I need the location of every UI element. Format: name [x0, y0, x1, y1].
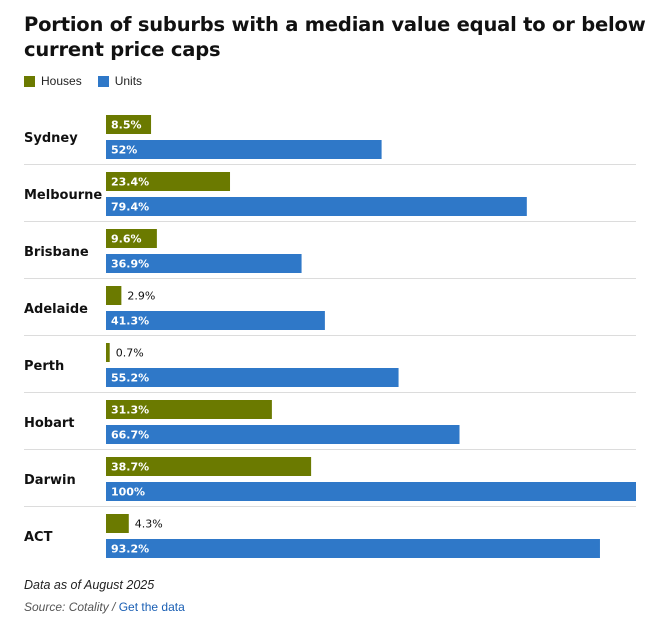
category-label-darwin: Darwin	[24, 473, 76, 488]
get-the-data-link[interactable]: Get the data	[118, 600, 185, 614]
data-label-houses-hobart: 31.3%	[111, 404, 149, 417]
bar-units-melbourne	[106, 197, 527, 216]
category-group-sydney: Sydney 8.5% 52%	[24, 115, 382, 159]
bar-houses-sydney	[106, 115, 152, 134]
data-label-houses-adelaide: 2.9%	[127, 290, 155, 303]
data-label-units-brisbane: 36.9%	[111, 258, 149, 271]
bar-houses-melbourne	[106, 172, 231, 191]
bar-houses-adelaide	[106, 286, 122, 305]
legend-swatch-houses	[24, 75, 35, 87]
legend-label-houses: Houses	[41, 74, 82, 88]
bar-units-adelaide	[106, 311, 325, 330]
category-label-adelaide: Adelaide	[24, 302, 88, 317]
data-label-houses-act: 4.3%	[135, 518, 163, 531]
data-label-units-act: 93.2%	[111, 543, 149, 556]
category-group-darwin: Darwin 38.7% 100%	[24, 449, 636, 501]
bar-chart: Sydney 8.5% 52% Melbourne 23.4% 79.4% Brisbane…	[24, 115, 636, 558]
category-group-act: ACT 4.3% 93.2%	[24, 506, 636, 558]
bar-houses-darwin	[106, 457, 312, 476]
category-group-melbourne: Melbourne 23.4% 79.4%	[24, 164, 636, 216]
category-label-hobart: Hobart	[24, 416, 75, 431]
bar-units-perth	[106, 368, 399, 387]
bar-units-hobart	[106, 425, 460, 444]
bar-houses-perth	[106, 343, 110, 362]
category-group-perth: Perth 0.7% 55.2%	[24, 335, 636, 387]
data-label-units-sydney: 52%	[111, 144, 137, 157]
data-label-houses-darwin: 38.7%	[111, 461, 149, 474]
chart-title: Portion of suburbs with a median value e…	[24, 13, 646, 61]
legend-item-units: Units	[97, 74, 143, 88]
category-group-hobart: Hobart 31.3% 66.7%	[24, 392, 636, 444]
bar-units-sydney	[106, 140, 382, 159]
data-label-houses-brisbane: 9.6%	[111, 233, 142, 246]
category-label-sydney: Sydney	[24, 131, 78, 146]
category-group-brisbane: Brisbane 9.6% 36.9%	[24, 221, 636, 273]
bar-houses-brisbane	[106, 229, 157, 248]
data-label-units-darwin: 100%	[111, 486, 145, 499]
footnote: Data as of August 2025	[24, 578, 155, 592]
bar-units-brisbane	[106, 254, 302, 273]
category-group-adelaide: Adelaide 2.9% 41.3%	[24, 278, 636, 330]
data-label-units-hobart: 66.7%	[111, 429, 149, 442]
category-label-melbourne: Melbourne	[24, 188, 102, 203]
data-label-units-adelaide: 41.3%	[111, 315, 149, 328]
legend-item-houses: Houses	[24, 74, 82, 88]
legend: Houses Units	[24, 74, 158, 88]
source-line: Source: Cotality / Get the data	[24, 600, 185, 614]
legend-swatch-units	[97, 75, 109, 87]
data-label-units-melbourne: 79.4%	[111, 201, 149, 214]
data-label-units-perth: 55.2%	[111, 372, 149, 385]
bar-houses-act	[106, 514, 129, 533]
data-label-houses-sydney: 8.5%	[111, 119, 142, 132]
data-label-houses-perth: 0.7%	[116, 347, 144, 360]
category-label-brisbane: Brisbane	[24, 245, 89, 260]
bar-units-darwin	[106, 482, 636, 501]
source-separator: /	[108, 600, 119, 614]
category-label-perth: Perth	[24, 359, 64, 374]
category-label-act: ACT	[24, 530, 53, 545]
data-label-houses-melbourne: 23.4%	[111, 176, 149, 189]
bar-houses-hobart	[106, 400, 272, 419]
bar-units-act	[106, 539, 600, 558]
source-label: Source: Cotality	[24, 600, 109, 614]
legend-label-units: Units	[114, 74, 143, 88]
